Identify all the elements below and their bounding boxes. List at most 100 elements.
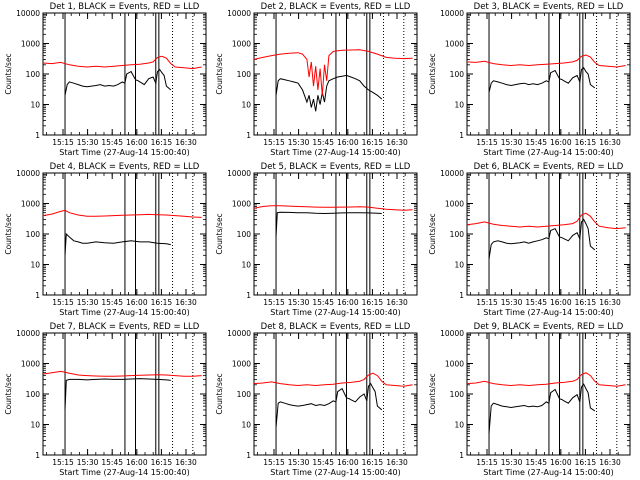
y-tick-label: 10000 — [16, 169, 40, 178]
y-tick-label: 1000 — [232, 200, 251, 209]
y-tick-label: 10000 — [16, 9, 40, 18]
x-axis-label: Start Time (27-Aug-14 15:00:40) — [270, 308, 401, 317]
detector-panel-3: Det 3, BLACK = Events, RED = LLD 1 10 100 10… — [428, 2, 631, 157]
series-line-events — [275, 74, 383, 112]
y-tick-label: 1 — [459, 451, 464, 460]
series-line-lld — [466, 54, 626, 68]
detector-panel-5: Det 5, BLACK = Events, RED = LLD 1 10 100 10… — [215, 162, 418, 317]
x-tick-label: 16:15 — [151, 298, 173, 307]
x-tick-label: 15:45 — [525, 298, 547, 307]
y-tick-label: 1000 — [21, 40, 40, 49]
y-tick-label: 100 — [237, 390, 252, 399]
x-axis-label: Start Time (27-Aug-14 15:00:40) — [270, 468, 401, 477]
y-tick-label: 10 — [30, 421, 40, 430]
y-tick-label: 100 — [450, 230, 465, 239]
series-line-lld — [253, 49, 413, 96]
y-tick-label: 1 — [459, 291, 464, 300]
x-tick-label: 15:30 — [288, 458, 310, 467]
x-tick-label: 15:30 — [501, 458, 523, 467]
y-tick-label: 10000 — [440, 169, 464, 178]
y-tick-label: 10 — [241, 101, 251, 110]
x-tick-label: 15:15 — [52, 298, 74, 307]
x-axis-label: Start Time (27-Aug-14 15:00:40) — [59, 468, 190, 477]
y-axis-label: Counts/sec — [215, 213, 224, 254]
x-tick-label: 16:30 — [599, 458, 621, 467]
x-tick-label: 15:45 — [312, 138, 334, 147]
y-tick-label: 10000 — [227, 9, 251, 18]
y-tick-label: 1 — [246, 131, 251, 140]
y-tick-label: 1000 — [445, 200, 464, 209]
x-tick-label: 15:45 — [101, 138, 123, 147]
y-tick-label: 100 — [237, 230, 252, 239]
x-tick-label: 16:15 — [362, 458, 384, 467]
y-axis-label: Counts/sec — [215, 373, 224, 414]
y-tick-label: 10 — [30, 261, 40, 270]
x-tick-label: 15:45 — [525, 138, 547, 147]
panel-title: Det 4, BLACK = Events, RED = LLD — [50, 162, 200, 172]
x-tick-label: 15:30 — [288, 138, 310, 147]
series-line-lld — [42, 55, 202, 70]
x-tick-label: 16:15 — [362, 138, 384, 147]
x-tick-label: 16:00 — [337, 138, 359, 147]
x-tick-label: 15:45 — [101, 298, 123, 307]
panel-title: Det 5, BLACK = Events, RED = LLD — [261, 162, 411, 172]
detector-panel-9: Det 9, BLACK = Events, RED = LLD 1 10 100 10… — [428, 322, 631, 477]
x-tick-label: 15:15 — [263, 458, 285, 467]
x-tick-label: 16:15 — [575, 138, 597, 147]
x-tick-label: 16:30 — [599, 138, 621, 147]
x-tick-label: 16:15 — [362, 298, 384, 307]
y-axis-label: Counts/sec — [4, 373, 13, 414]
x-tick-label: 15:15 — [476, 298, 498, 307]
x-axis-label: Start Time (27-Aug-14 15:00:40) — [270, 148, 401, 157]
y-axis-label: Counts/sec — [428, 53, 437, 94]
x-tick-label: 15:15 — [52, 458, 74, 467]
detector-panel-6: Det 6, BLACK = Events, RED = LLD 1 10 100 10… — [428, 162, 631, 317]
x-axis-label: Start Time (27-Aug-14 15:00:40) — [483, 148, 614, 157]
y-tick-label: 1 — [246, 291, 251, 300]
series-line-events — [488, 218, 596, 260]
x-tick-label: 16:30 — [175, 298, 197, 307]
y-tick-label: 1 — [35, 131, 40, 140]
x-tick-label: 15:30 — [501, 138, 523, 147]
y-tick-label: 1 — [459, 131, 464, 140]
detector-panel-2: Det 2, BLACK = Events, RED = LLD 1 10 100 10… — [215, 2, 418, 157]
y-tick-label: 100 — [26, 390, 41, 399]
series-line-events — [64, 68, 172, 96]
y-tick-label: 1000 — [445, 360, 464, 369]
x-tick-label: 16:00 — [550, 138, 572, 147]
x-tick-label: 16:00 — [337, 458, 359, 467]
x-tick-label: 16:30 — [175, 138, 197, 147]
series-line-lld — [466, 212, 626, 230]
x-tick-label: 15:45 — [312, 458, 334, 467]
x-tick-label: 15:45 — [312, 298, 334, 307]
x-tick-label: 15:15 — [263, 138, 285, 147]
y-tick-label: 100 — [450, 390, 465, 399]
y-axis-label: Counts/sec — [4, 53, 13, 94]
x-tick-label: 15:45 — [101, 458, 123, 467]
x-tick-label: 16:00 — [126, 458, 148, 467]
series-line-lld — [466, 372, 626, 387]
panel-title: Det 2, BLACK = Events, RED = LLD — [261, 2, 411, 12]
y-tick-label: 1 — [35, 291, 40, 300]
y-tick-label: 10 — [30, 101, 40, 110]
x-tick-label: 16:00 — [126, 138, 148, 147]
y-tick-label: 100 — [26, 230, 41, 239]
panel-title: Det 9, BLACK = Events, RED = LLD — [474, 322, 624, 332]
y-tick-label: 1000 — [232, 40, 251, 49]
x-tick-label: 16:30 — [599, 298, 621, 307]
y-tick-label: 10 — [454, 261, 464, 270]
panel-title: Det 6, BLACK = Events, RED = LLD — [474, 162, 624, 172]
y-tick-label: 10000 — [227, 169, 251, 178]
x-tick-label: 16:00 — [550, 458, 572, 467]
x-tick-label: 16:30 — [386, 458, 408, 467]
y-tick-label: 100 — [450, 70, 465, 79]
y-tick-label: 100 — [237, 70, 252, 79]
y-tick-label: 10 — [241, 261, 251, 270]
x-tick-label: 15:30 — [77, 458, 99, 467]
series-line-events — [488, 67, 596, 93]
x-tick-label: 15:45 — [525, 458, 547, 467]
y-tick-label: 10000 — [227, 329, 251, 338]
y-tick-label: 1000 — [232, 360, 251, 369]
series-line-lld — [42, 209, 202, 218]
detector-panel-1: Det 1, BLACK = Events, RED = LLD 1 10 100 10… — [4, 2, 207, 157]
